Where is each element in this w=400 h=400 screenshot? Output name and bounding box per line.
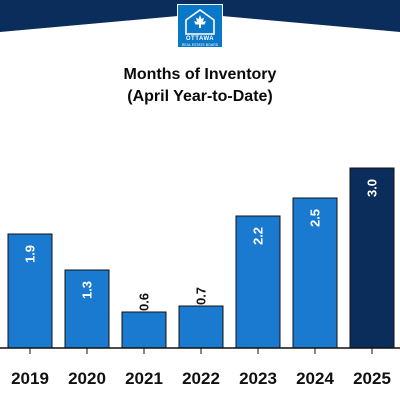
bar-2023: [235, 215, 281, 349]
x-tick-label-2024: 2024: [296, 369, 334, 388]
x-tick-label-2020: 2020: [68, 369, 106, 388]
bar-2024: [292, 197, 338, 349]
bar-2019: [7, 233, 53, 349]
data-label-2019: 1.9: [23, 245, 38, 263]
chart-subtitle: (April Year-to-Date): [127, 88, 273, 105]
x-tick-label-2021: 2021: [125, 369, 163, 388]
data-label-2020: 1.3: [80, 281, 95, 299]
data-label-2021: 0.6: [137, 293, 152, 311]
data-label-2023: 2.2: [251, 227, 266, 245]
bar-2021: [121, 311, 167, 349]
logo-sub-text: REAL ESTATE BOARD: [181, 43, 219, 47]
x-tick-label-2023: 2023: [239, 369, 277, 388]
board-logo: OTTAWA REAL ESTATE BOARD: [177, 4, 223, 48]
x-tick-label-2022: 2022: [182, 369, 220, 388]
x-tick-label-2019: 2019: [11, 369, 49, 388]
header-banner: [0, 0, 400, 32]
bar-2025: [349, 167, 395, 349]
bar-2022: [178, 305, 224, 349]
data-label-2024: 2.5: [308, 209, 323, 227]
maple-leaf-house-icon: [185, 9, 215, 35]
x-tick-label-2025: 2025: [353, 369, 391, 388]
data-label-2025: 3.0: [365, 179, 380, 197]
logo-brand-text: OTTAWA: [185, 36, 215, 42]
bar-2020: [64, 269, 110, 349]
chart-title: Months of Inventory: [123, 66, 277, 83]
data-label-2022: 0.7: [194, 287, 209, 305]
header-banner-shape: [0, 0, 400, 32]
